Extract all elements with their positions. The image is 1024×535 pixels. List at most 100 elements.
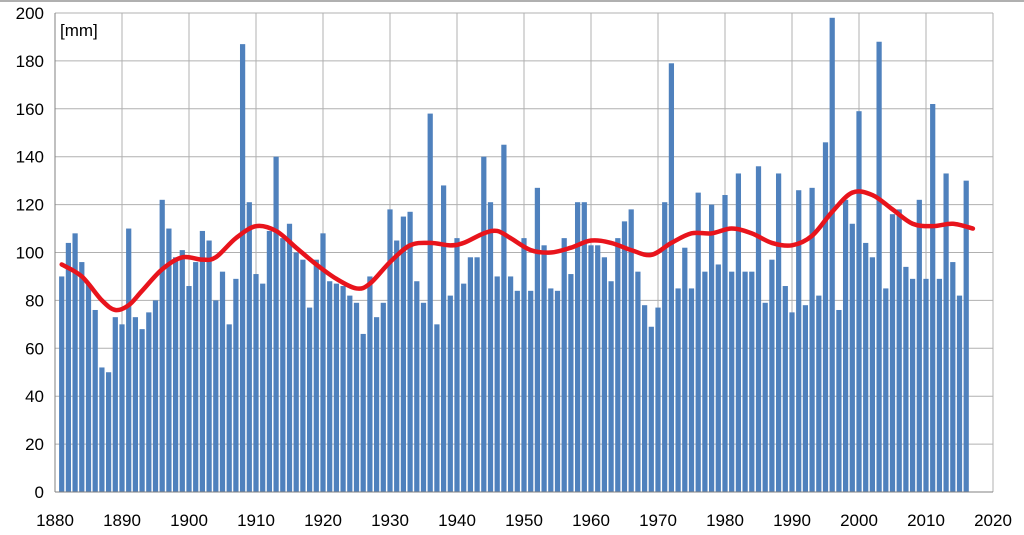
bar-1935 xyxy=(420,302,427,492)
bar-2001 xyxy=(863,242,869,492)
bar-1911 xyxy=(260,283,266,492)
bar-1939 xyxy=(447,295,453,492)
bar-1944 xyxy=(481,156,487,492)
bar-1991 xyxy=(796,190,802,493)
bar-2006 xyxy=(896,209,902,492)
bar-1934 xyxy=(414,281,420,492)
bar-1912 xyxy=(266,230,273,492)
y-tick-label: 120 xyxy=(16,196,44,215)
x-tick-label: 2000 xyxy=(840,511,878,530)
x-tick-label: 1960 xyxy=(572,511,610,530)
bar-1986 xyxy=(762,302,768,492)
bar-2016 xyxy=(963,180,969,492)
x-tick-label: 1880 xyxy=(36,511,74,530)
y-tick-label: 100 xyxy=(16,244,44,263)
bar-1976 xyxy=(695,192,701,492)
bar-1933 xyxy=(407,211,413,492)
axes xyxy=(0,0,1024,493)
bar-1898 xyxy=(172,257,179,492)
y-tick-label: 180 xyxy=(16,52,44,71)
x-tick-label: 1920 xyxy=(304,511,342,530)
bar-1928 xyxy=(373,317,380,492)
bar-1989 xyxy=(782,286,788,492)
bar-1971 xyxy=(662,202,668,492)
bar-2003 xyxy=(876,41,882,493)
bar-1947 xyxy=(501,144,507,492)
x-tick-label: 1970 xyxy=(639,511,677,530)
bar-1909 xyxy=(246,202,252,492)
x-tick-label: 1990 xyxy=(773,511,811,530)
y-tick-label: 80 xyxy=(25,291,44,310)
bar-1895 xyxy=(152,300,159,492)
bar-1950 xyxy=(521,238,527,492)
bar-1903 xyxy=(206,240,212,492)
bar-1913 xyxy=(273,156,279,492)
bar-1988 xyxy=(775,173,782,492)
bar-1894 xyxy=(146,312,152,492)
bar-1929 xyxy=(380,302,386,492)
bar-1901 xyxy=(193,262,199,492)
bar-1931 xyxy=(394,240,400,492)
bar-1889 xyxy=(112,317,118,492)
bar-2004 xyxy=(883,288,889,492)
bar-1906 xyxy=(226,324,232,492)
bar-1888 xyxy=(105,372,112,492)
bar-series xyxy=(59,17,969,493)
bar-1995 xyxy=(822,142,829,492)
bar-1930 xyxy=(387,209,393,492)
bar-1964 xyxy=(615,238,621,492)
bar-1881 xyxy=(59,276,65,492)
bar-1994 xyxy=(816,295,822,492)
unit-label: [mm] xyxy=(60,21,98,40)
bar-1884 xyxy=(79,262,85,492)
bar-2015 xyxy=(956,295,963,492)
x-tick-label: 1930 xyxy=(371,511,409,530)
bar-2010 xyxy=(923,278,929,492)
bar-1932 xyxy=(400,216,407,492)
y-tick-label: 140 xyxy=(16,148,44,167)
bar-1915 xyxy=(286,223,293,492)
bar-1918 xyxy=(306,307,313,492)
bar-1890 xyxy=(119,324,125,492)
bar-1972 xyxy=(668,63,675,493)
bar-1887 xyxy=(99,367,105,492)
bar-1953 xyxy=(541,245,547,492)
bar-1900 xyxy=(186,286,192,492)
y-tick-label: 60 xyxy=(25,339,44,358)
x-tick-label: 1910 xyxy=(237,511,275,530)
bar-1958 xyxy=(574,202,581,492)
bar-1885 xyxy=(85,283,92,492)
bar-1899 xyxy=(179,250,185,492)
bar-1946 xyxy=(494,276,500,492)
bar-1951 xyxy=(528,290,534,492)
bar-2012 xyxy=(936,278,943,492)
bar-1973 xyxy=(675,288,681,492)
bar-1893 xyxy=(139,329,145,492)
bar-1966 xyxy=(628,209,634,492)
bar-1979 xyxy=(715,264,721,492)
bar-1945 xyxy=(487,202,494,492)
bar-1969 xyxy=(648,326,654,492)
bar-2007 xyxy=(903,266,909,492)
y-tick-label: 20 xyxy=(25,435,44,454)
bar-1993 xyxy=(809,187,815,492)
bar-1924 xyxy=(347,295,353,492)
bar-1883 xyxy=(72,233,78,492)
bar-1892 xyxy=(132,317,139,492)
bar-1956 xyxy=(561,238,567,492)
bar-1926 xyxy=(360,333,366,492)
bar-1967 xyxy=(635,271,641,492)
bar-1980 xyxy=(722,195,728,492)
bar-1990 xyxy=(789,312,795,492)
bar-1908 xyxy=(239,44,246,492)
bar-1896 xyxy=(159,199,165,492)
bar-1955 xyxy=(554,290,561,492)
bar-1907 xyxy=(233,278,239,492)
bar-1920 xyxy=(320,233,326,492)
bar-1965 xyxy=(621,221,628,493)
bar-1936 xyxy=(427,113,433,492)
bar-2013 xyxy=(943,173,949,492)
x-tick-label: 1890 xyxy=(103,511,141,530)
bar-1923 xyxy=(340,286,346,492)
